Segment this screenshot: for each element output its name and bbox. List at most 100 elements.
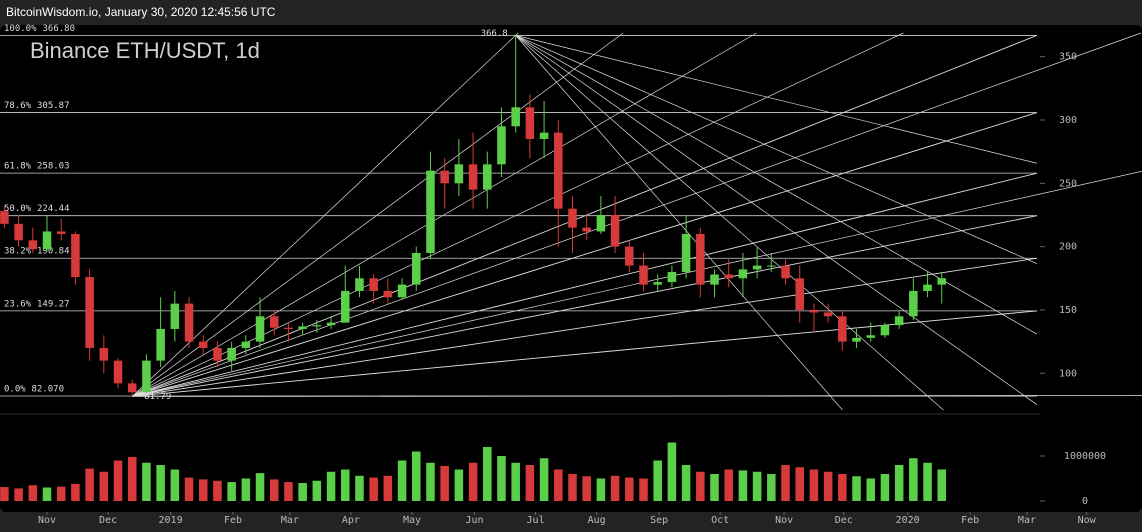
fan-line <box>515 35 944 411</box>
candle-body <box>625 246 634 266</box>
volume-bar <box>71 483 80 501</box>
fib-value: 82.070 <box>32 384 65 394</box>
volume-bar <box>596 478 606 501</box>
candle-body <box>42 231 52 250</box>
x-tick-label: Mar <box>281 515 299 526</box>
volume-bar <box>127 456 137 501</box>
fan-line <box>132 310 1038 397</box>
candle-body <box>255 316 265 342</box>
candle-body <box>241 341 251 348</box>
candle-body <box>483 164 492 190</box>
fib-ratio: 50.0% <box>4 204 32 214</box>
y-tick-label: 350 <box>1059 52 1077 63</box>
volume-bar <box>184 477 194 501</box>
volume-bar <box>383 475 393 501</box>
candle-body <box>440 170 449 184</box>
candle-body <box>397 284 407 298</box>
volume-bar <box>525 465 535 501</box>
x-tick-label: Oct <box>711 515 729 526</box>
x-tick-label: Sep <box>650 515 668 526</box>
volume-bar <box>156 465 165 501</box>
fan-line <box>131 32 519 397</box>
volume-bar <box>198 479 208 501</box>
volume-bar <box>539 458 549 501</box>
y-tick-label: 250 <box>1059 178 1077 189</box>
volume-bar <box>340 469 350 501</box>
candle-body <box>880 325 890 336</box>
candle-body <box>809 309 819 313</box>
candle-body <box>340 290 350 323</box>
candle-body <box>156 328 165 361</box>
candle-body <box>909 290 918 317</box>
candle-body <box>426 170 435 253</box>
volume-bar <box>255 473 265 501</box>
volume-bar <box>937 469 947 501</box>
volume-bar <box>483 447 492 501</box>
x-tick-label: Aug <box>588 515 606 526</box>
volume-bar <box>99 471 109 501</box>
candle-body <box>894 316 904 326</box>
candle-body <box>0 211 9 224</box>
candle-body <box>582 227 591 232</box>
volume-bar <box>14 488 23 501</box>
volume-bar <box>568 474 577 501</box>
x-tick-label: 2019 <box>159 515 183 526</box>
header: BitcoinWisdom.io, January 30, 2020 12:45… <box>6 5 276 19</box>
volume-bar <box>397 460 407 501</box>
chart-panel <box>0 25 1142 512</box>
candle-body <box>539 132 549 139</box>
candle-body <box>269 316 279 328</box>
candle-body <box>56 231 66 234</box>
volume-bar <box>809 469 819 501</box>
volume-bar <box>440 465 449 501</box>
fib-ratio: 0.0% <box>4 384 26 394</box>
x-tick-label: Jun <box>465 515 483 526</box>
x-tick-label: Jul <box>527 515 545 526</box>
fib-value: 258.03 <box>37 162 70 172</box>
fib-value: 224.44 <box>37 204 70 214</box>
volume-bar <box>468 462 478 501</box>
volume-bar <box>369 477 378 501</box>
x-tick-label: Feb <box>224 515 242 526</box>
volume-bar <box>838 474 847 501</box>
fib-value: 149.27 <box>37 299 70 309</box>
candle-body <box>923 284 932 291</box>
volume-bar <box>170 469 180 501</box>
volume-bar <box>142 462 151 501</box>
fib-ratio: 78.6% <box>4 101 32 111</box>
x-tick-label: Nov <box>775 515 793 526</box>
candle-body <box>738 269 748 279</box>
volume-bar <box>880 474 890 501</box>
volume-bar <box>724 469 733 501</box>
fan-line <box>132 170 1142 397</box>
low-annotation: 81.79 <box>144 392 171 402</box>
x-tick-label: Now <box>1078 515 1097 526</box>
fib-value: 305.87 <box>37 101 70 111</box>
volume-bar <box>923 462 932 501</box>
volume-bar <box>696 471 705 501</box>
x-tick-label: Feb <box>961 515 979 526</box>
candle-body <box>497 126 506 165</box>
volume-bar <box>355 475 364 501</box>
y-tick-label: 200 <box>1059 242 1077 253</box>
candle-body <box>852 337 861 342</box>
fib-ratio: 23.6% <box>4 299 32 309</box>
x-tick-label: 2020 <box>896 515 920 526</box>
candle-body <box>227 347 236 361</box>
candle-body <box>170 303 180 329</box>
candle-body <box>667 271 677 283</box>
candle-body <box>653 282 662 285</box>
volume-bar <box>823 471 833 501</box>
x-tick-label: May <box>403 515 421 526</box>
y-tick-label: 150 <box>1059 305 1077 316</box>
y2-tick-label: 1000000 <box>1064 451 1106 462</box>
candle-body <box>610 214 620 247</box>
candle-body <box>511 107 520 127</box>
candle-body <box>781 265 790 279</box>
candle-body <box>710 274 719 285</box>
volume-bar <box>241 478 251 501</box>
candle-body <box>71 233 80 278</box>
x-tick-label: Dec <box>99 515 117 526</box>
